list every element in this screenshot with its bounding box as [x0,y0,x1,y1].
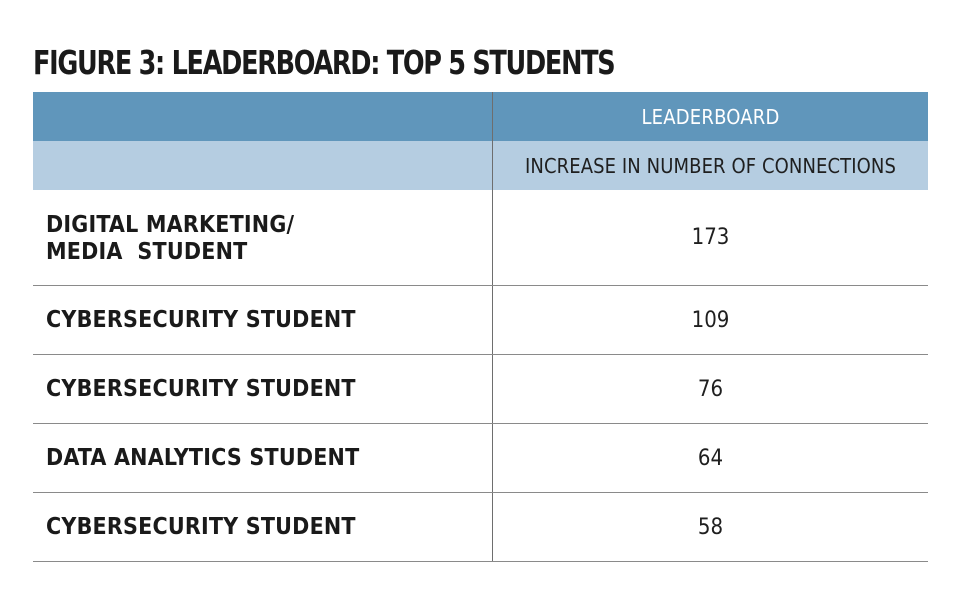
row-value: 173 [691,225,730,250]
row-value: 109 [691,307,730,333]
row-label-cell: CYBERSECURITY STUDENT [33,286,493,354]
figure-title: FIGURE 3: LEADERBOARD: TOP 5 STUDENTS [33,43,616,82]
header-group-label: LEADERBOARD [641,104,780,129]
row-label-line: MEDIA STUDENT [46,238,248,265]
row-label-cell: DATA ANALYTICS STUDENT [33,424,493,492]
header-row-group: LEADERBOARD [33,92,928,141]
row-label-cell: CYBERSECURITY STUDENT [33,355,493,423]
row-label-cell: CYBERSECURITY STUDENT [33,493,493,561]
table-row: DATA ANALYTICS STUDENT 64 [33,424,928,493]
header-row-column: INCREASE IN NUMBER OF CONNECTIONS [33,141,928,190]
table-row: CYBERSECURITY STUDENT 76 [33,355,928,424]
row-label-line: CYBERSECURITY STUDENT [46,513,356,540]
table-row: DIGITAL MARKETING/ MEDIA STUDENT 173 [33,190,928,286]
row-label-line: DATA ANALYTICS STUDENT [46,444,360,471]
table-row: CYBERSECURITY STUDENT 109 [33,286,928,355]
row-value: 64 [697,445,724,471]
row-value: 76 [697,376,724,402]
header-column-blank-cell [33,141,493,190]
row-label-line: CYBERSECURITY STUDENT [46,306,356,333]
row-label-line: CYBERSECURITY STUDENT [46,375,356,402]
row-label-line: DIGITAL MARKETING/ [46,211,295,238]
table-row: CYBERSECURITY STUDENT 58 [33,493,928,562]
header-group-blank-cell [33,92,493,141]
leaderboard-table: LEADERBOARD INCREASE IN NUMBER OF CONNEC… [33,92,928,562]
row-value: 58 [697,514,724,540]
header-column-label: INCREASE IN NUMBER OF CONNECTIONS [525,153,896,178]
row-label-cell: DIGITAL MARKETING/ MEDIA STUDENT [33,190,493,285]
